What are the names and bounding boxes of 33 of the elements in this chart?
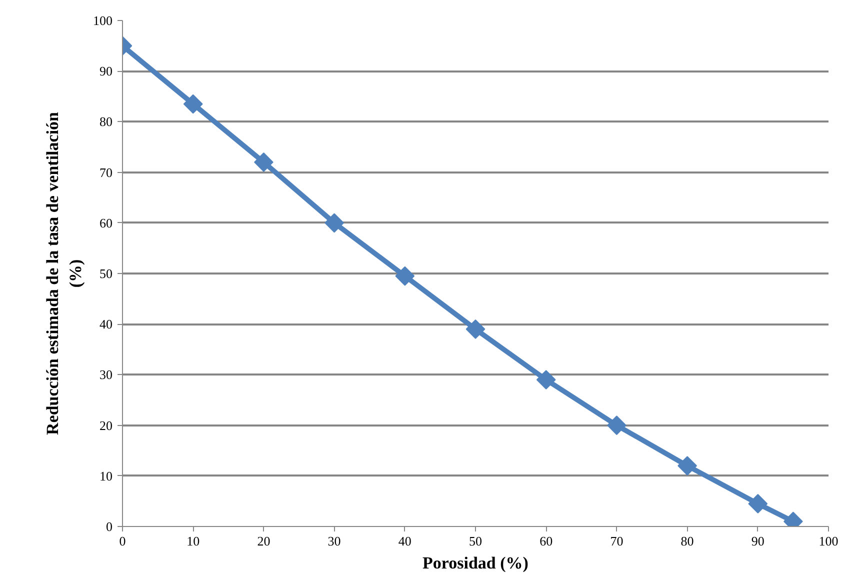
x-tick-label: 30: [328, 534, 341, 548]
x-axis-title: Porosidad (%): [422, 554, 528, 572]
y-tick-label: 0: [106, 519, 112, 534]
x-tick-label: 90: [751, 534, 764, 548]
y-tick-label: 60: [100, 215, 112, 230]
point: [324, 213, 344, 233]
point: [395, 266, 415, 286]
point: [466, 319, 486, 339]
point: [254, 152, 274, 172]
y-tick-label: 40: [100, 316, 112, 332]
y-tick-label: 30: [100, 367, 112, 382]
y-tick-label: 10: [100, 468, 112, 484]
point: [183, 94, 203, 114]
y-tick-label: 80: [100, 114, 112, 130]
x-tick-label: 40: [398, 534, 412, 548]
y-tick-label: 100: [93, 13, 112, 28]
x-tick-label: 50: [469, 534, 482, 548]
x-tick-label: 80: [680, 534, 694, 548]
x-tick-label: 70: [610, 534, 624, 548]
y-axis-title: Reducción estimada de la tasa de ventilación (%): [43, 111, 85, 435]
point: [536, 370, 556, 390]
x-tick-label: 0: [119, 534, 126, 548]
point: [607, 416, 626, 435]
y-tick-label: 90: [100, 64, 112, 79]
point: [678, 456, 697, 476]
x-tick-label: 60: [540, 534, 553, 548]
y-tick-label: 70: [100, 164, 112, 180]
y-tick-label: 20: [100, 418, 112, 433]
x-tick-label: 10: [186, 534, 200, 548]
x-tick-label: 20: [257, 534, 270, 548]
point: [748, 494, 768, 514]
x-tick-label: 100: [818, 534, 838, 548]
y-tick-label: 50: [100, 266, 112, 281]
